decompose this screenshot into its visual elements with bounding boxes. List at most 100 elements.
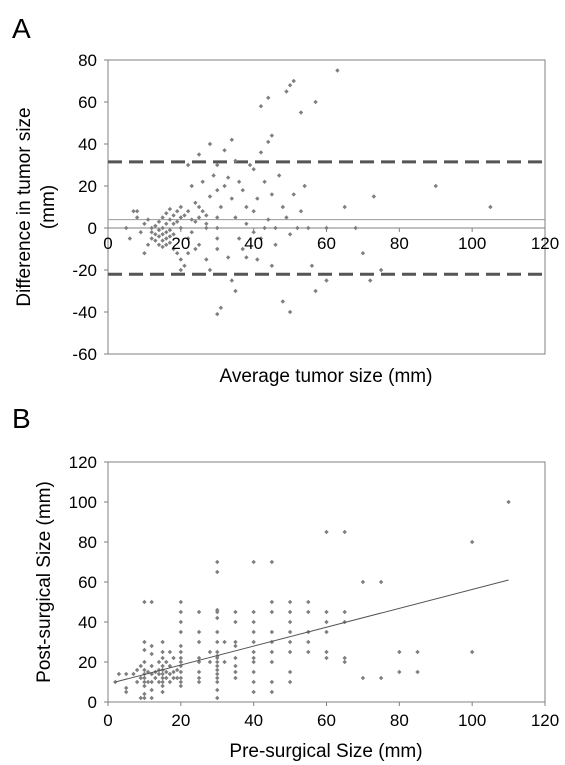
panel-b-point xyxy=(233,675,238,681)
panel-a-point xyxy=(273,242,278,247)
panel-a-point xyxy=(196,204,202,210)
panel-a-y-axis-title-line: Difference in tumor size xyxy=(14,107,35,306)
panel-b-point xyxy=(171,675,176,681)
panel-a-point xyxy=(291,192,296,197)
panel-a-point xyxy=(335,68,340,73)
panel-b-point xyxy=(324,609,329,615)
panel-a-point xyxy=(233,288,238,294)
panel-a-point xyxy=(258,236,264,241)
panel-b-x-tick-label: 0 xyxy=(103,711,112,730)
panel-a-point xyxy=(182,263,187,268)
panel-a-point xyxy=(215,215,220,220)
panel-a-point xyxy=(280,204,285,210)
panel-b-point xyxy=(196,675,202,681)
panel-b-point xyxy=(251,649,256,655)
panel-b-point xyxy=(142,675,147,681)
panel-b-point xyxy=(215,649,220,655)
panel-b-x-tick-label: 80 xyxy=(390,711,409,730)
panel-a-reference-lines xyxy=(108,160,545,276)
panel-b-point xyxy=(215,675,220,681)
panel-a-x-tick-label: 0 xyxy=(103,234,112,253)
panel-a-point xyxy=(160,225,165,231)
panel-a-point xyxy=(164,230,169,235)
panel-a-point xyxy=(240,246,245,252)
panel-a-point xyxy=(164,236,169,241)
panel-b-point xyxy=(360,579,366,585)
panel-a-point xyxy=(229,137,235,142)
panel-a-point xyxy=(236,179,242,184)
panel-b-point xyxy=(306,639,311,645)
panel-b-point xyxy=(156,671,162,677)
panel-a-point xyxy=(153,223,158,229)
panel-a-point xyxy=(342,204,347,210)
panel-a-point xyxy=(200,179,205,184)
panel-a-point xyxy=(273,225,278,231)
panel-b-point xyxy=(142,683,147,689)
panel-b-point xyxy=(269,679,275,685)
panel-b-point xyxy=(233,619,238,625)
panel-b-point xyxy=(153,675,158,681)
panel-b-point xyxy=(171,669,176,675)
panel-b-x-tick-label: 120 xyxy=(531,711,559,730)
panel-b-point xyxy=(149,695,154,701)
panel-b-point xyxy=(196,655,202,661)
panel-a-point xyxy=(145,242,151,247)
panel-b-point xyxy=(207,659,213,665)
panel-a-point xyxy=(229,278,235,283)
panel-b-point xyxy=(306,599,311,605)
panel-b-point xyxy=(306,649,311,655)
panel-b-point xyxy=(131,671,136,677)
panel-b-point xyxy=(324,655,329,661)
panel-b-y-tick-label: 80 xyxy=(78,533,97,552)
panel-a-x-tick-label: 20 xyxy=(171,234,190,253)
panel-b-point xyxy=(397,649,402,655)
panel-a-point xyxy=(287,309,293,315)
panel-a-point xyxy=(215,162,220,168)
panel-a-point xyxy=(153,232,158,237)
panel-a-point xyxy=(185,236,191,241)
panel-a-point xyxy=(142,221,147,226)
panel-a-point xyxy=(178,267,184,273)
panel-a-point xyxy=(156,219,162,224)
panel-a-point xyxy=(149,236,154,241)
panel-a-point xyxy=(276,173,282,178)
panel-b-trendline xyxy=(115,579,509,683)
panel-b-point xyxy=(287,639,293,645)
panel-b-point xyxy=(287,629,293,635)
panel-b-point xyxy=(178,609,184,615)
panel-b-point xyxy=(287,619,293,625)
panel-a-point xyxy=(262,179,267,184)
panel-b-point xyxy=(178,649,184,655)
panel-b-point xyxy=(251,669,256,675)
panel-b-point xyxy=(342,659,347,665)
panel-b-point xyxy=(160,649,165,655)
panel-b-point xyxy=(324,649,329,655)
panel-a-point xyxy=(134,209,140,214)
panel-a-point xyxy=(295,225,300,231)
panel-a-point xyxy=(171,221,176,226)
panel-b-point xyxy=(196,609,202,615)
panel-b-point xyxy=(171,655,176,661)
panel-a-point xyxy=(266,95,271,100)
panel-b-y-ticks: 0 20 40 60 80 100 120 xyxy=(69,453,108,712)
panel-b-point xyxy=(160,689,165,695)
panel-b-point xyxy=(149,643,154,649)
panel-b-chart: B 0 20 40 60 80 100 120 0 20 40 60 80 100 120 Pre-su… xyxy=(12,403,559,762)
panel-b-point xyxy=(160,671,165,677)
panel-a-point xyxy=(193,246,198,252)
panel-a-point xyxy=(167,227,173,233)
panel-a-point xyxy=(156,227,162,233)
panel-b-point xyxy=(233,655,238,661)
panel-b-point xyxy=(269,629,275,635)
panel-b-x-tick-label: 60 xyxy=(317,711,336,730)
panel-a-y-tick-label: 60 xyxy=(78,93,97,112)
panel-a-point xyxy=(298,110,304,115)
panel-a-point xyxy=(258,104,264,109)
panel-a-point xyxy=(222,183,227,189)
panel-a-point xyxy=(378,267,384,273)
panel-b-point xyxy=(342,655,347,661)
panel-a-point xyxy=(287,83,293,88)
panel-a-letter: A xyxy=(12,13,31,44)
panel-b-point xyxy=(142,679,147,685)
panel-b-point xyxy=(142,647,147,653)
